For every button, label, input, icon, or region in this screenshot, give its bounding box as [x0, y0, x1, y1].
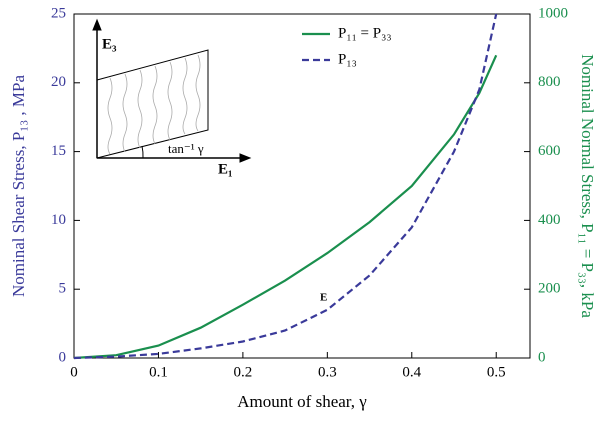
y2-tick-label: 400: [538, 212, 561, 228]
annotation: E: [320, 292, 327, 304]
series-line: [73, 13, 498, 360]
y-tick-label: 20: [51, 74, 66, 90]
y2-tick-label: 600: [538, 143, 561, 159]
legend-label: P₁₁ = P₃₃: [338, 25, 392, 41]
y2-tick-label: 1000: [538, 5, 568, 21]
y-tick-label: 15: [51, 143, 66, 159]
annotation: tan⁻¹ γ: [168, 141, 204, 156]
y2-tick-label: 800: [538, 74, 561, 90]
y2-tick-label: 200: [538, 281, 561, 297]
y2-tick-label: 0: [538, 349, 546, 365]
x-tick-label: 0: [70, 364, 78, 380]
x-tick-label: 0.2: [234, 364, 253, 380]
y-tick-label: 5: [59, 281, 67, 297]
y-tick-label: 10: [51, 212, 66, 228]
plot-frame: [73, 13, 531, 359]
series-line: [73, 54, 498, 360]
x-axis-label: Amount of shear, γ: [237, 392, 367, 411]
y2-axis-label: Nominal Normal Stress, P₁₁ = P₃₃, kPa: [578, 54, 597, 318]
y-axis-label: Nominal Shear Stress, P₁₃ , MPa: [9, 75, 28, 297]
x-tick-label: 0.3: [318, 364, 337, 380]
annotation: E₁: [218, 161, 233, 177]
x-tick-label: 0.1: [149, 364, 168, 380]
y-tick-label: 25: [51, 5, 66, 21]
x-tick-label: 0.5: [487, 364, 506, 380]
y-tick-label: 0: [59, 349, 67, 365]
legend-label: P₁₃: [338, 51, 357, 67]
inset: [92, 18, 252, 163]
x-tick-label: 0.4: [402, 364, 421, 380]
annotation: E₃: [102, 36, 117, 52]
